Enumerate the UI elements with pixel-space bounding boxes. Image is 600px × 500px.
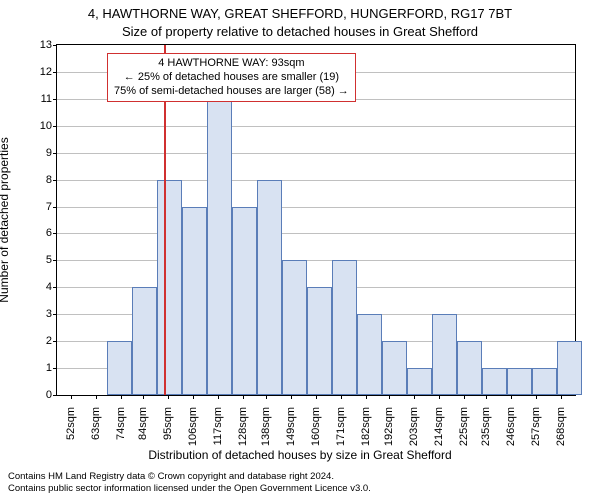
histogram-bar [382, 341, 407, 395]
y-tick-label: 12 [12, 66, 52, 78]
x-tick-mark [121, 395, 122, 399]
x-tick-mark [243, 395, 244, 399]
y-tick-mark [53, 341, 57, 342]
x-tick-mark [389, 395, 390, 399]
y-tick-label: 2 [12, 335, 52, 347]
x-tick-mark [464, 395, 465, 399]
x-tick-mark [71, 395, 72, 399]
y-tick-mark [53, 180, 57, 181]
gridline [57, 126, 575, 127]
histogram-bar [232, 207, 257, 395]
histogram-bar [182, 207, 207, 395]
x-tick-mark [266, 395, 267, 399]
y-tick-label: 9 [12, 147, 52, 159]
x-tick-mark [316, 395, 317, 399]
y-tick-label: 1 [12, 362, 52, 374]
chart-title-line1: 4, HAWTHORNE WAY, GREAT SHEFFORD, HUNGER… [0, 6, 600, 21]
histogram-bar [457, 341, 482, 395]
histogram-bar [532, 368, 557, 395]
x-tick-mark [291, 395, 292, 399]
gridline [57, 233, 575, 234]
x-tick-mark [486, 395, 487, 399]
histogram-bar [482, 368, 507, 395]
x-tick-mark [193, 395, 194, 399]
x-tick-mark [561, 395, 562, 399]
y-tick-label: 10 [12, 120, 52, 132]
y-tick-mark [53, 99, 57, 100]
chart-title-line2: Size of property relative to detached ho… [0, 24, 600, 39]
y-tick-label: 4 [12, 281, 52, 293]
y-tick-label: 8 [12, 174, 52, 186]
x-tick-mark [366, 395, 367, 399]
x-tick-mark [536, 395, 537, 399]
y-tick-mark [53, 45, 57, 46]
gridline [57, 207, 575, 208]
gridline [57, 180, 575, 181]
histogram-bar [282, 260, 307, 395]
y-tick-mark [53, 287, 57, 288]
y-tick-label: 11 [12, 93, 52, 105]
gridline [57, 153, 575, 154]
x-tick-mark [511, 395, 512, 399]
y-tick-mark [53, 314, 57, 315]
x-axis-label: Distribution of detached houses by size … [0, 448, 600, 462]
x-tick-mark [341, 395, 342, 399]
plot-area: 4 HAWTHORNE WAY: 93sqm ← 25% of detached… [56, 44, 576, 396]
histogram-bar [157, 180, 182, 395]
y-tick-label: 6 [12, 227, 52, 239]
histogram-bar [357, 314, 382, 395]
histogram-bar [557, 341, 582, 395]
gridline [57, 260, 575, 261]
histogram-bar [257, 180, 282, 395]
x-tick-mark [218, 395, 219, 399]
y-axis-label: Number of detached properties [0, 137, 11, 302]
annotation-line1: 4 HAWTHORNE WAY: 93sqm [114, 57, 349, 71]
x-tick-mark [414, 395, 415, 399]
y-tick-mark [53, 72, 57, 73]
annotation-line2: ← 25% of detached houses are smaller (19… [114, 71, 349, 85]
y-tick-label: 5 [12, 254, 52, 266]
y-tick-mark [53, 233, 57, 234]
y-tick-mark [53, 395, 57, 396]
annotation-box: 4 HAWTHORNE WAY: 93sqm ← 25% of detached… [107, 53, 356, 102]
y-tick-label: 7 [12, 201, 52, 213]
histogram-bar [307, 287, 332, 395]
histogram-bar [107, 341, 132, 395]
y-tick-mark [53, 153, 57, 154]
histogram-bar [432, 314, 457, 395]
footer-line1: Contains HM Land Registry data © Crown c… [8, 471, 371, 482]
y-tick-mark [53, 126, 57, 127]
y-tick-mark [53, 260, 57, 261]
x-tick-mark [439, 395, 440, 399]
histogram-bar [332, 260, 357, 395]
chart-container: 4, HAWTHORNE WAY, GREAT SHEFFORD, HUNGER… [0, 0, 600, 500]
histogram-bar [507, 368, 532, 395]
x-tick-mark [143, 395, 144, 399]
y-tick-label: 0 [12, 389, 52, 401]
y-tick-mark [53, 368, 57, 369]
annotation-line3: 75% of semi-detached houses are larger (… [114, 85, 349, 99]
histogram-bar [132, 287, 157, 395]
x-tick-mark [96, 395, 97, 399]
x-tick-mark [168, 395, 169, 399]
footer-attribution: Contains HM Land Registry data © Crown c… [8, 471, 371, 494]
histogram-bar [407, 368, 432, 395]
histogram-bar [207, 72, 232, 395]
y-tick-mark [53, 207, 57, 208]
y-tick-label: 3 [12, 308, 52, 320]
footer-line2: Contains public sector information licen… [8, 483, 371, 494]
y-tick-label: 13 [12, 39, 52, 51]
